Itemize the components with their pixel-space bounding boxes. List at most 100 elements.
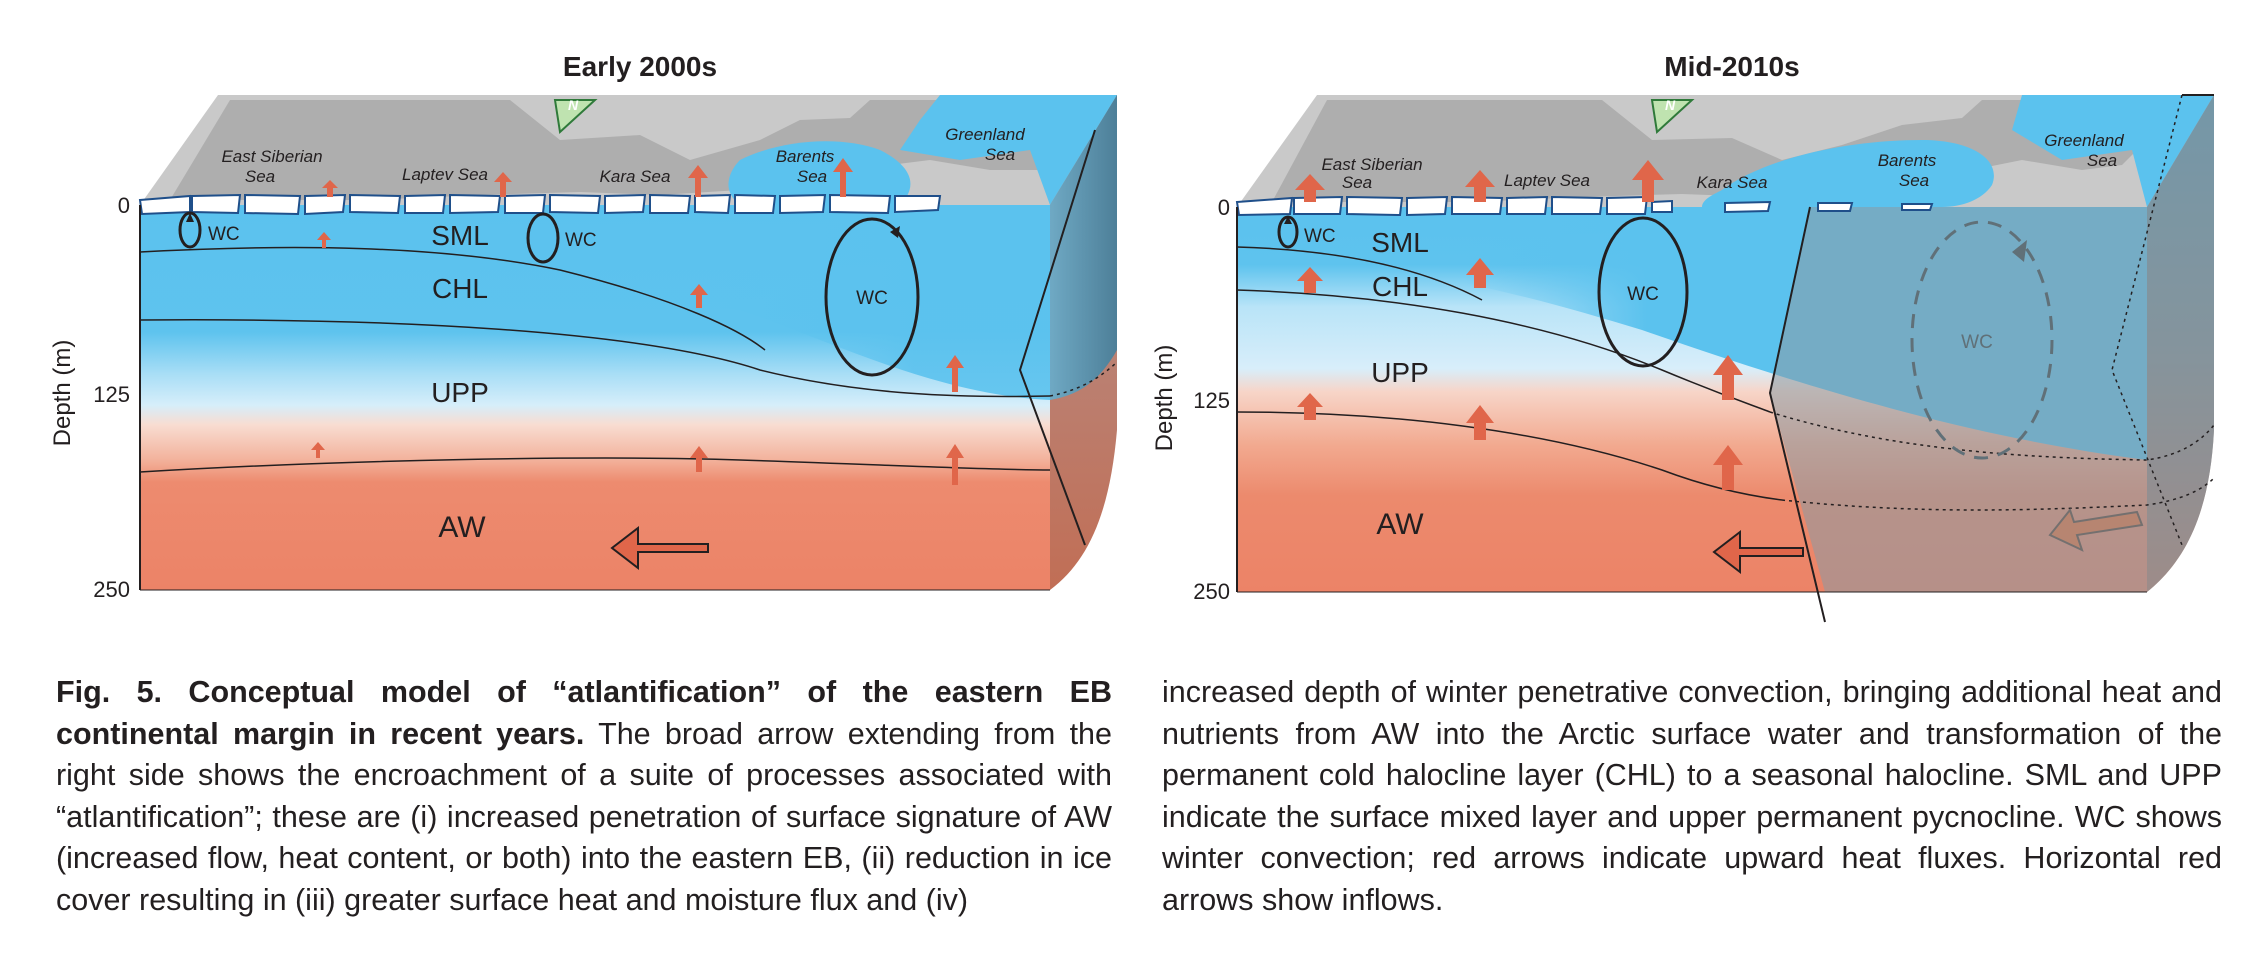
dotted-boundary <box>1781 477 2215 511</box>
sea-label-barents: Barents <box>1878 151 1937 170</box>
wc-label: WC <box>856 288 888 309</box>
figure-5: Early 2000s N East Siberian Sea Laptev S… <box>49 51 2215 623</box>
heat-flux-arrow <box>494 172 512 197</box>
block-side-top <box>1050 95 1117 400</box>
sml-chl-boundary <box>139 246 766 351</box>
convection-arrowhead <box>890 226 900 238</box>
sea-label-greenland: Greenland <box>2044 131 2124 150</box>
surface-water-extension <box>140 205 1050 400</box>
layer-label-aw: AW <box>1376 508 1424 541</box>
panel-early-2000s: Early 2000s N East Siberian Sea Laptev S… <box>49 51 1118 602</box>
sml-chl-boundary <box>1236 246 1483 301</box>
heat-flux-arrow <box>322 180 338 197</box>
heat-flux-arrow <box>690 446 708 472</box>
layer-label-sml: SML <box>1371 227 1429 258</box>
upp-aw-boundary <box>1236 411 1783 501</box>
depth-tick-125: 125 <box>93 382 130 407</box>
figure-caption-right: increased depth of winter penetrative co… <box>1162 672 2222 921</box>
barents-sea-water <box>728 141 911 205</box>
heat-flux-arrow <box>946 444 964 485</box>
sea-label-kara: Kara Sea <box>1697 173 1768 192</box>
heat-flux-arrow <box>1297 393 1323 420</box>
sea-label-kara: Kara Sea <box>600 167 671 186</box>
north-marker: N <box>568 97 579 113</box>
heat-flux-arrow <box>1713 445 1743 490</box>
heat-flux-arrow <box>688 165 708 197</box>
encroachment-front <box>1018 129 1096 546</box>
heat-flux-arrow <box>1713 355 1743 400</box>
heat-flux-arrow <box>1295 174 1325 202</box>
convection-arrowhead <box>2012 240 2027 262</box>
panel-title: Mid-2010s <box>1664 51 1799 82</box>
wc-label: WC <box>1961 332 1993 353</box>
layer-label-chl: CHL <box>432 273 488 304</box>
greenland-sea-water <box>900 95 1117 205</box>
dotted-boundary <box>1049 361 1118 397</box>
depth-tick-125: 125 <box>1193 388 1230 413</box>
inflow-arrow <box>610 525 709 571</box>
north-marker: N <box>1665 97 1676 113</box>
sea-label-greenland: Greenland <box>945 125 1025 144</box>
depth-tick-250: 250 <box>93 577 130 602</box>
sea-label-barents-2: Sea <box>1899 171 1929 190</box>
north-arrow-icon <box>553 99 598 134</box>
wc-label: WC <box>565 230 597 251</box>
wc-label: WC <box>1304 226 1336 247</box>
heat-flux-arrow <box>946 355 964 392</box>
sea-label-greenland-2: Sea <box>2087 151 2117 170</box>
chl-upp-boundary <box>139 319 1051 398</box>
sea-label-laptev: Laptev Sea <box>1504 171 1590 190</box>
chl-upp-boundary <box>1236 289 1771 413</box>
sea-label-greenland-2: Sea <box>985 145 1015 164</box>
inflow-arrow-faded <box>2048 507 2144 552</box>
heat-flux-arrow <box>690 284 708 308</box>
encroachment-front <box>1768 206 1826 623</box>
convection-arrowhead <box>1284 216 1292 224</box>
dotted-boundary <box>1769 411 2215 461</box>
winter-convection-loop <box>1597 216 1689 368</box>
panel-title: Early 2000s <box>563 51 717 82</box>
depth-axis-label: Depth (m) <box>1151 345 1178 452</box>
sea-ice <box>1235 195 1934 217</box>
sea-label-east-siberian: East Siberian <box>1321 155 1422 174</box>
wc-label: WC <box>1627 284 1659 305</box>
depth-tick-0: 0 <box>1218 195 1230 220</box>
depth-tick-250: 250 <box>1193 579 1230 604</box>
layer-label-aw: AW <box>438 511 486 544</box>
heat-flux-arrow <box>833 158 853 197</box>
layer-label-chl: CHL <box>1372 271 1428 302</box>
sea-label-barents: Barents <box>776 147 835 166</box>
heat-flux-arrow <box>311 442 325 458</box>
heat-flux-arrow <box>1632 160 1664 202</box>
heat-flux-arrow <box>1466 405 1494 440</box>
figure-caption-left: Fig. 5. Conceptual model of “atlantifica… <box>56 672 1112 921</box>
heat-flux-arrow <box>1465 170 1495 202</box>
depth-axis-label: Depth (m) <box>49 340 76 447</box>
encroachment-wedge <box>1770 95 2214 592</box>
inflow-arrow <box>1712 529 1804 575</box>
convection-arrowhead <box>186 213 194 222</box>
sea-label-east-siberian: East Siberian <box>221 147 322 166</box>
caption-body-right: increased depth of winter penetrative co… <box>1162 675 2222 917</box>
sea-label-east-siberian-2: Sea <box>245 167 275 186</box>
sea-ice <box>138 193 942 216</box>
winter-convection-loop <box>824 217 920 377</box>
sea-label-barents-2: Sea <box>797 167 827 186</box>
wc-label: WC <box>208 224 240 245</box>
winter-convection-loop-faded <box>1910 220 2054 460</box>
greenland-sea-water <box>2012 95 2214 207</box>
depth-tick-0: 0 <box>118 193 130 218</box>
sea-label-laptev: Laptev Sea <box>402 165 488 184</box>
layer-label-upp: UPP <box>1371 357 1429 388</box>
upp-aw-boundary <box>139 457 1051 473</box>
barents-sea-water <box>1702 140 1994 207</box>
winter-convection-loop <box>526 212 560 264</box>
layer-label-upp: UPP <box>431 377 489 408</box>
heat-flux-arrow <box>317 232 331 248</box>
sea-label-east-siberian-2: Sea <box>1342 173 1372 192</box>
layer-label-sml: SML <box>431 220 489 251</box>
heat-flux-arrow <box>1466 258 1494 288</box>
caption-body-left: The broad arrow extending from the right… <box>56 716 1112 917</box>
heat-flux-arrow <box>1297 267 1323 293</box>
north-arrow-icon <box>1650 99 1695 134</box>
